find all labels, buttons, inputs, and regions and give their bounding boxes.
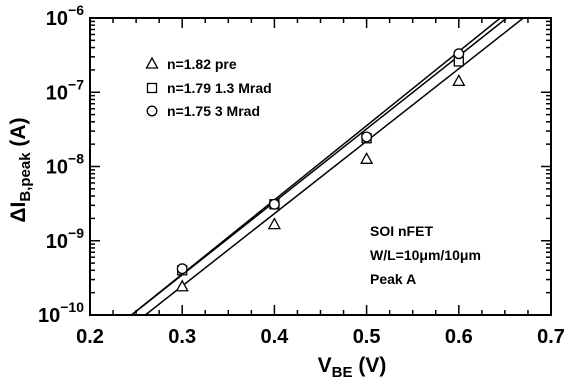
fit-lines — [131, 18, 524, 315]
legend-label: n=1.75 3 Mrad — [167, 103, 260, 119]
fit-line — [144, 18, 524, 315]
legend-label: n=1.82 pre — [167, 56, 237, 72]
annotation-line: W/L=10μm/10μm — [370, 247, 481, 263]
annotation-line: Peak A — [370, 271, 416, 287]
y-tick-label: 10−7 — [46, 76, 84, 104]
triangle-marker — [267, 217, 281, 230]
y-tick-label: 10−6 — [46, 2, 84, 30]
x-axis-label: VBE (V) — [318, 354, 387, 381]
triangle-marker — [360, 151, 374, 164]
triangle-marker — [145, 56, 159, 69]
annotation-line: SOI nFET — [370, 223, 433, 239]
x-tick-label: 0.4 — [260, 326, 289, 348]
y-tick-label: 10−10 — [38, 299, 84, 327]
circle-marker — [453, 48, 465, 60]
x-tick-label: 0.5 — [353, 326, 381, 348]
annotation-box: SOI nFET W/L=10μm/10μm Peak A — [370, 223, 481, 287]
data-markers — [175, 48, 466, 292]
plot-frame — [89, 17, 552, 316]
plot-border — [89, 17, 552, 316]
circle-marker — [268, 198, 280, 210]
legend-label: n=1.79 1.3 Mrad — [167, 80, 272, 96]
legend: n=1.82 pre n=1.79 1.3 Mrad n=1.75 3 Mrad — [145, 56, 272, 119]
triangle-marker — [175, 279, 189, 292]
y-tick-label: 10−9 — [46, 225, 84, 253]
x-tick-label: 0.2 — [76, 326, 104, 348]
x-tick-label: 0.3 — [168, 326, 196, 348]
tick-labels: 0.2 0.3 0.4 0.5 0.6 0.7 10−10 10−9 10−8 10−7 10−6 — [38, 2, 565, 348]
axis-labels: VBE (V) ΔIB,peak (A) — [7, 117, 386, 381]
circle-marker — [361, 131, 373, 143]
y-tick-label: 10−8 — [46, 151, 84, 179]
axis-ticks — [89, 17, 552, 316]
triangle-marker — [452, 74, 466, 87]
y-axis-label: ΔIB,peak (A) — [7, 117, 34, 222]
circle-marker — [176, 263, 188, 275]
square-marker — [146, 82, 158, 94]
x-tick-label: 0.7 — [537, 326, 565, 348]
x-tick-label: 0.6 — [445, 326, 473, 348]
circle-marker — [146, 105, 158, 117]
fit-line — [131, 18, 501, 315]
